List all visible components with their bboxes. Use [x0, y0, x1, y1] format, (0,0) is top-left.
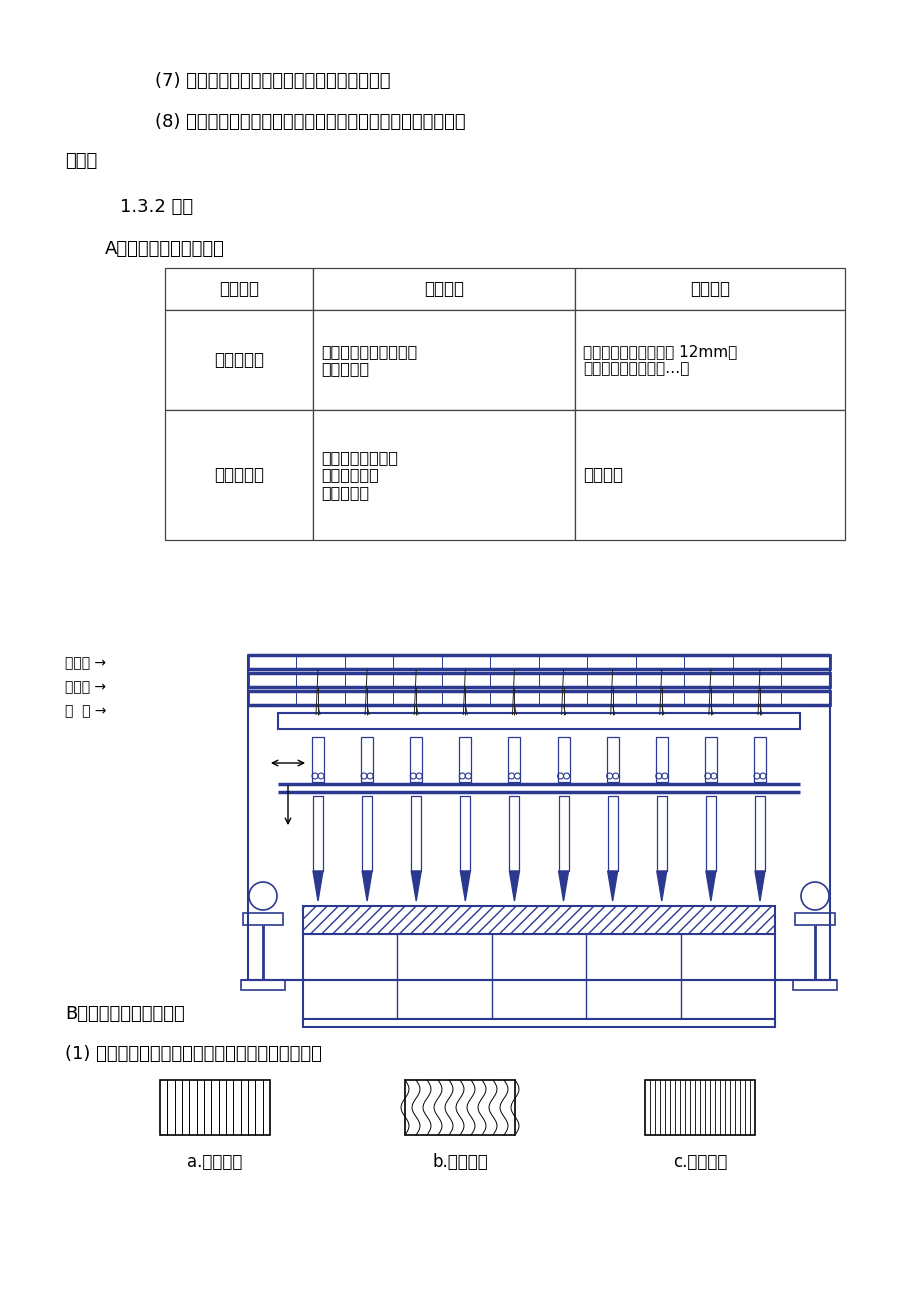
Polygon shape — [558, 871, 568, 901]
Text: a.正确速度: a.正确速度 — [187, 1154, 243, 1170]
Bar — [792, 980, 836, 990]
Polygon shape — [312, 871, 323, 901]
Text: 裁切工具: 裁切工具 — [424, 280, 463, 298]
Text: B、火焰切割注意事项：: B、火焰切割注意事项： — [65, 1005, 185, 1023]
Bar — [794, 913, 834, 924]
Bar — [509, 796, 519, 871]
Polygon shape — [362, 871, 371, 901]
Polygon shape — [754, 871, 765, 901]
Text: 薄钢板（厚度不得超过 12mm）
型钢类（角钢、槽钢…）: 薄钢板（厚度不得超过 12mm） 型钢类（角钢、槽钢…） — [583, 344, 736, 376]
Text: 构件类型: 构件类型 — [689, 280, 729, 298]
Bar — [302, 934, 774, 1019]
Text: b.速度太快: b.速度太快 — [432, 1154, 487, 1170]
Bar — [459, 737, 471, 783]
Bar — [241, 980, 285, 990]
Bar — [302, 906, 774, 934]
Bar — [558, 796, 568, 871]
Text: 切割氧 →: 切割氧 → — [65, 680, 106, 694]
Polygon shape — [509, 871, 519, 901]
Bar — [404, 1079, 515, 1135]
Polygon shape — [705, 871, 715, 901]
Bar — [754, 737, 766, 783]
Bar — [243, 913, 283, 924]
Bar — [705, 796, 715, 871]
Text: 不清。: 不清。 — [65, 152, 97, 171]
Bar — [302, 1019, 774, 1027]
Bar — [644, 1079, 754, 1135]
Text: c.速度太慢: c.速度太慢 — [672, 1154, 726, 1170]
Bar — [704, 737, 716, 783]
Bar — [278, 713, 800, 729]
Bar — [557, 737, 569, 783]
Text: 中厚钢板: 中厚钢板 — [583, 466, 622, 484]
Bar — [312, 268, 574, 310]
Bar — [574, 310, 844, 410]
Bar — [574, 268, 844, 310]
Bar — [362, 796, 371, 871]
Text: 多火嘴门式切割机
半自动切割机
手工切割机: 多火嘴门式切割机 半自动切割机 手工切割机 — [321, 450, 398, 500]
Text: (1) 切割速度应适当，正确的切割断面如下图所示：: (1) 切割速度应适当，正确的切割断面如下图所示： — [65, 1046, 322, 1062]
Bar — [160, 1079, 269, 1135]
Polygon shape — [607, 871, 617, 901]
Bar — [361, 737, 373, 783]
Text: (7) 现场放样的地面须保持平整、干燥、坚实。: (7) 现场放样的地面须保持平整、干燥、坚实。 — [154, 72, 390, 90]
Bar — [165, 310, 312, 410]
Polygon shape — [656, 871, 666, 901]
Bar — [165, 268, 312, 310]
Bar — [460, 796, 470, 871]
Bar — [655, 737, 667, 783]
Text: (8) 划线完成应尽快进行钻孔或裁剪，以免日晒雨淋后样线模糊: (8) 划线完成应尽快进行钻孔或裁剪，以免日晒雨淋后样线模糊 — [154, 113, 465, 132]
Polygon shape — [411, 871, 421, 901]
Bar — [607, 796, 617, 871]
Text: 机械切断法: 机械切断法 — [214, 352, 264, 368]
Text: 裁切方法: 裁切方法 — [219, 280, 259, 298]
Bar — [574, 410, 844, 540]
Bar — [248, 673, 829, 687]
Bar — [508, 737, 520, 783]
Bar — [754, 796, 765, 871]
Bar — [312, 796, 323, 871]
Bar — [165, 410, 312, 540]
Text: A、构件裁切方式分类：: A、构件裁切方式分类： — [105, 240, 224, 258]
Bar — [312, 737, 323, 783]
Bar — [606, 737, 618, 783]
Bar — [656, 796, 666, 871]
Text: 预热氧 →: 预热氧 → — [65, 656, 106, 671]
Text: 火焰切割法: 火焰切割法 — [214, 466, 264, 484]
Text: 1.3.2 裁切: 1.3.2 裁切 — [119, 198, 193, 216]
Bar — [312, 410, 574, 540]
Text: 乙  炔 →: 乙 炔 → — [65, 704, 107, 717]
Text: 剪床、锯床、砂轮机、
角铁切断机: 剪床、锯床、砂轮机、 角铁切断机 — [321, 344, 417, 376]
Bar — [248, 655, 829, 669]
Bar — [411, 796, 421, 871]
Bar — [312, 310, 574, 410]
Bar — [410, 737, 422, 783]
Bar — [248, 691, 829, 704]
Polygon shape — [460, 871, 470, 901]
